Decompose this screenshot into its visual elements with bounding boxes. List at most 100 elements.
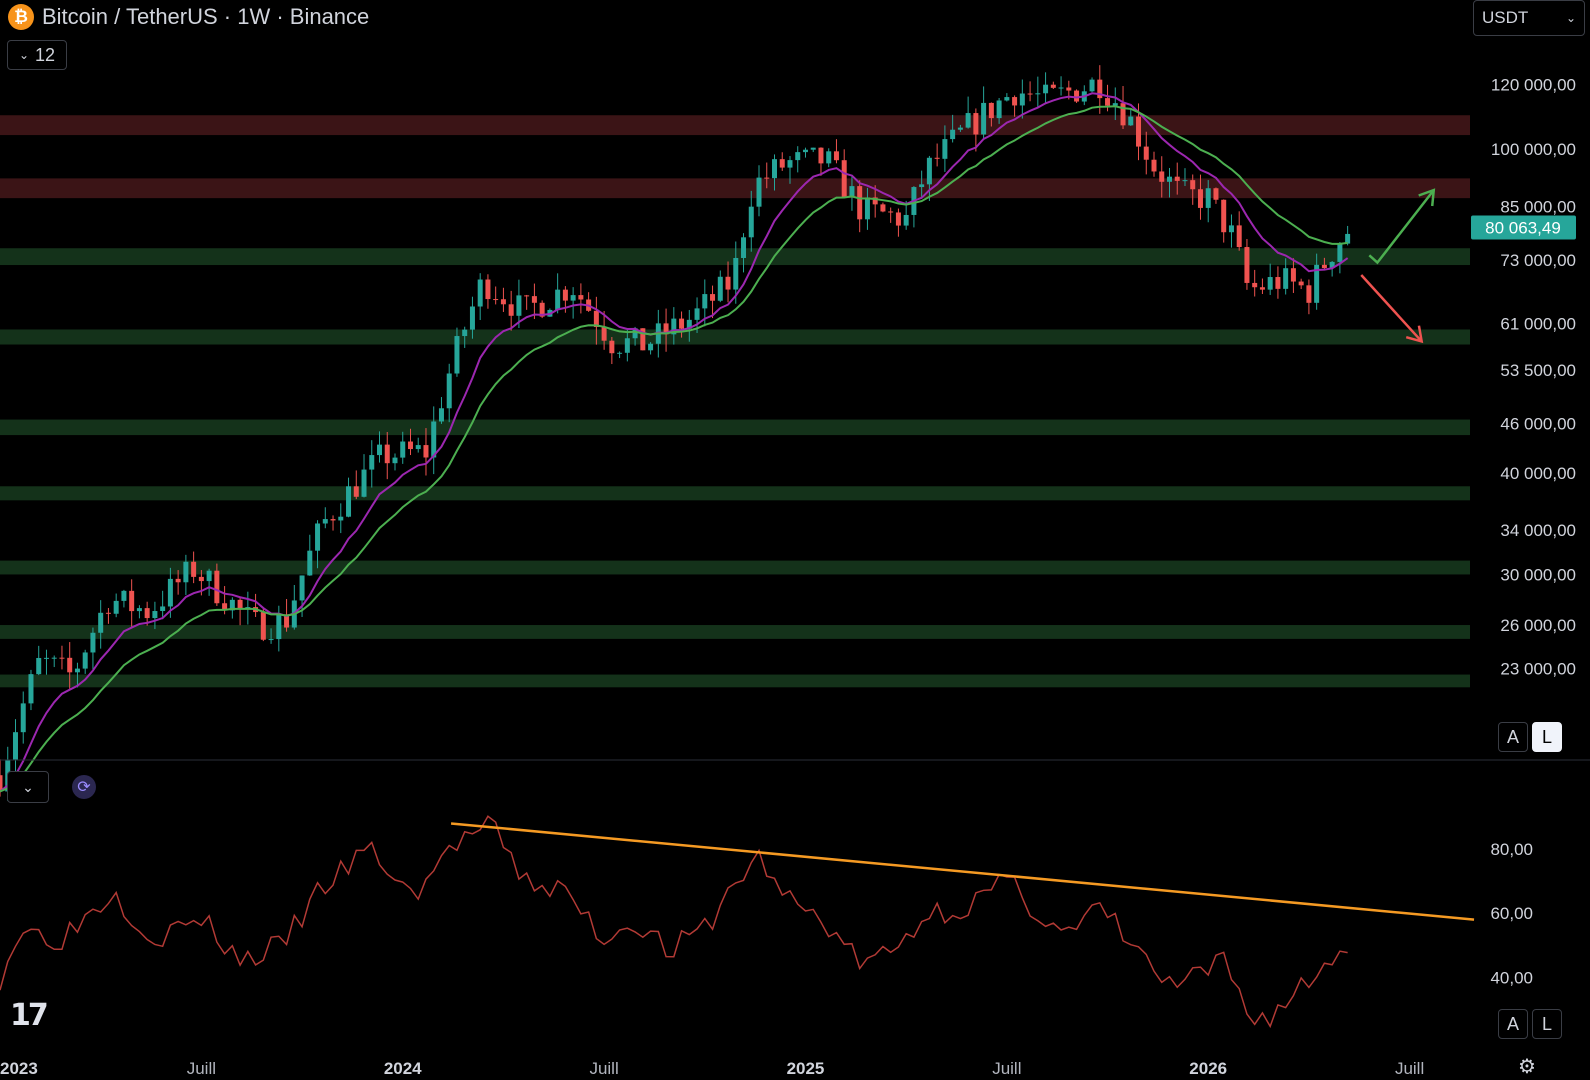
candle-body: [392, 457, 398, 464]
support-zone: [0, 248, 1470, 266]
candle-body: [880, 204, 886, 212]
candle-body: [74, 668, 80, 673]
candle-body: [229, 599, 235, 611]
time-tick-label: Juill: [589, 1059, 618, 1078]
candle-body: [748, 206, 754, 238]
price-tick-label: 34 000,00: [1500, 521, 1576, 540]
price-tick-label: 85 000,00: [1500, 197, 1576, 216]
candle-body: [454, 336, 460, 374]
candle-body: [222, 603, 228, 611]
candle-body: [183, 561, 189, 583]
candle-body: [369, 455, 375, 470]
rsi-scale-log-button[interactable]: L: [1532, 1009, 1562, 1039]
candle-body: [1190, 180, 1196, 190]
candle-body: [1050, 84, 1056, 88]
candle-body: [1213, 188, 1219, 200]
settings-gear-icon[interactable]: ⚙: [1518, 1056, 1536, 1078]
candle-body: [1197, 189, 1203, 208]
rsi-trendline: [450, 822, 1475, 921]
scale-log-button[interactable]: L: [1532, 722, 1562, 752]
candle-body: [98, 612, 104, 633]
candle-body: [346, 486, 352, 517]
chart-header: ₿ Bitcoin / TetherUS · 1W · Binance: [8, 4, 369, 30]
candle-body: [198, 576, 204, 582]
candle-body: [51, 657, 57, 659]
candle-body: [20, 703, 26, 733]
candle-body: [1244, 247, 1250, 283]
candle-body: [36, 657, 42, 675]
price-tick-label: 120 000,00: [1491, 75, 1576, 94]
candle-body: [469, 306, 475, 330]
support-zone: [0, 625, 1470, 639]
candle-body: [1089, 79, 1095, 92]
candle-body: [28, 674, 34, 704]
candle-body: [1252, 282, 1258, 288]
rsi-tick-label: 60,00: [1490, 904, 1533, 923]
candle-body: [717, 276, 723, 301]
candle-body: [779, 159, 785, 168]
refresh-icon[interactable]: ⟳: [72, 775, 96, 799]
candle-body: [1321, 264, 1327, 269]
candle-body: [415, 445, 421, 450]
chevron-down-icon: ⌄: [1565, 11, 1576, 25]
candle-body: [1004, 97, 1010, 101]
candle-body: [377, 444, 383, 456]
candle-body: [1151, 159, 1157, 172]
scale-auto-button[interactable]: A: [1498, 722, 1528, 752]
price-tick-label: 61 000,00: [1500, 315, 1576, 334]
candle-body: [493, 299, 499, 301]
candle-body: [934, 157, 940, 159]
candle-body: [82, 652, 88, 669]
candle-body: [841, 160, 847, 198]
price-zones: [0, 115, 1470, 688]
candle-body: [1166, 176, 1172, 182]
candle-body: [167, 578, 173, 607]
time-tick-label: Juill: [1395, 1059, 1424, 1078]
rsi-tick-label: 80,00: [1490, 840, 1533, 859]
candle-body: [1159, 171, 1165, 182]
candle-body: [555, 289, 561, 310]
candle-body: [299, 575, 305, 601]
candle-body: [105, 612, 111, 614]
candle-body: [888, 211, 894, 213]
candle-body: [640, 328, 646, 351]
rsi-scale-auto-button[interactable]: A: [1498, 1009, 1528, 1039]
candle-body: [663, 323, 669, 335]
candle-body: [648, 343, 654, 351]
collapse-indicators-button[interactable]: ⌄ 12: [7, 40, 67, 70]
current-price-badge: [1471, 215, 1576, 240]
candle-body: [957, 127, 963, 130]
collapse-pane-button[interactable]: ⌄: [7, 771, 49, 803]
candle-body: [601, 327, 607, 341]
candle-body: [833, 151, 839, 161]
candle-body: [570, 295, 576, 301]
time-tick-label: 2026: [1189, 1059, 1227, 1078]
candle-body: [446, 373, 452, 409]
candle-body: [1205, 188, 1211, 208]
candle-body: [531, 296, 537, 303]
price-tick-label: 53 500,00: [1500, 361, 1576, 380]
candle-body: [284, 614, 290, 628]
price-tick-label: 23 000,00: [1500, 659, 1576, 678]
candle-body: [702, 294, 708, 309]
projection-down-line: [1360, 274, 1423, 343]
candle-body: [144, 608, 150, 619]
candle-body: [1097, 79, 1103, 99]
candle-body: [1035, 93, 1041, 95]
candle-body: [191, 561, 197, 577]
candle-body: [206, 570, 212, 582]
candle-body: [710, 294, 716, 301]
chevron-down-icon: ⌄: [18, 48, 30, 62]
candle-body: [129, 590, 135, 612]
candle-body: [160, 606, 166, 612]
currency-select[interactable]: USDT ⌄: [1473, 0, 1585, 36]
candle-body: [1074, 90, 1080, 102]
candle-body: [431, 421, 437, 458]
candle-body: [872, 197, 878, 205]
candle-body: [1345, 233, 1351, 244]
candle-body: [895, 212, 901, 226]
price-tick-label: 46 000,00: [1500, 414, 1576, 433]
time-tick-label: 2024: [384, 1059, 422, 1078]
candle-body: [965, 113, 971, 128]
